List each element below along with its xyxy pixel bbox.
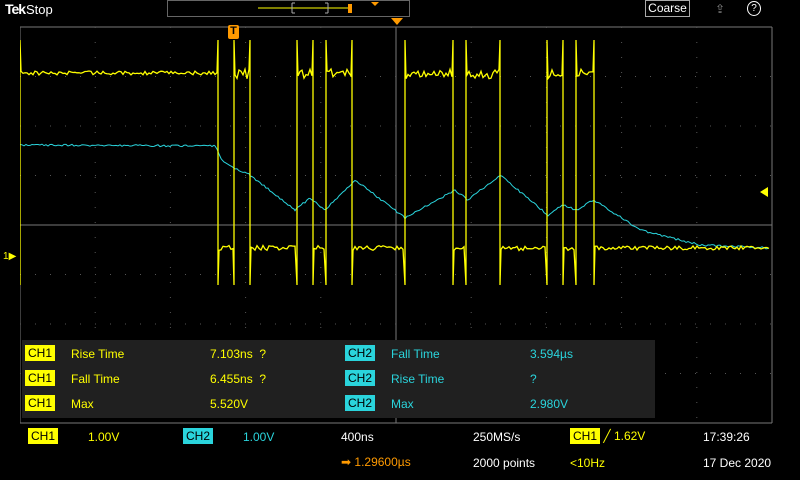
trigger-level: 1.62V <box>614 429 645 443</box>
ch1-marker-label: 1 <box>3 251 9 262</box>
trigger-frequency: <10Hz <box>570 456 605 470</box>
measurement-value: 5.520V <box>210 397 248 411</box>
trigger-settings[interactable]: CH1 ╱ 1.62V <box>570 428 645 444</box>
measurement-row[interactable]: CH1 Rise Time 7.103ns ? CH2 Fall Time 3.594µs <box>22 344 655 364</box>
trigger-level-marker[interactable] <box>760 187 768 197</box>
trigger-position-marker[interactable]: T <box>228 25 239 39</box>
share-icon[interactable]: ⇪ <box>715 2 725 16</box>
ch1-scale[interactable]: 1.00V <box>88 430 119 444</box>
measurement-value: 2.980V <box>530 397 568 411</box>
measurement-channel-badge: CH2 <box>345 345 375 361</box>
rising-edge-icon: ╱ <box>603 429 610 443</box>
measurement-panel: CH1 Rise Time 7.103ns ? CH2 Fall Time 3.594µs… <box>22 340 655 418</box>
timebase[interactable]: 400ns <box>341 430 374 444</box>
help-icon[interactable]: ? <box>747 1 761 16</box>
measurement-value: ? <box>530 372 537 386</box>
measurement-row[interactable]: CH1 Max 5.520V CH2 Max 2.980V <box>22 394 655 414</box>
ch1-ground-marker[interactable]: 1▶ <box>3 251 16 262</box>
overview-graphic <box>168 1 409 16</box>
measurement-value: 3.594µs <box>530 347 573 361</box>
clock-time: 17:39:26 <box>703 430 750 444</box>
trigger-source-badge: CH1 <box>570 428 600 444</box>
horizontal-position[interactable]: ➡ 1.29600µs <box>341 455 411 469</box>
position-arrow-icon: ➡ <box>341 455 351 469</box>
record-length: 2000 points <box>473 456 535 470</box>
measurement-name: Rise Time <box>71 347 124 361</box>
measurement-row[interactable]: CH1 Fall Time 6.455ns ? CH2 Rise Time? <box>22 369 655 389</box>
measurement-name: Fall Time <box>391 347 440 361</box>
measurement-value: 7.103ns ? <box>210 347 266 361</box>
clock-date: 17 Dec 2020 <box>703 456 771 470</box>
acquisition-status[interactable]: Stop <box>26 2 53 17</box>
ch2-scale-badge[interactable]: CH2 <box>183 428 213 444</box>
sample-rate: 250MS/s <box>473 430 520 444</box>
measurement-name: Max <box>391 397 414 411</box>
measurement-channel-badge: CH2 <box>345 395 375 411</box>
coarse-button[interactable]: Coarse <box>645 0 690 17</box>
ch2-trace <box>20 144 768 249</box>
tek-logo: Tek <box>5 1 25 17</box>
expansion-point-marker[interactable] <box>391 18 403 25</box>
measurement-name: Fall Time <box>71 372 120 386</box>
ch2-scale[interactable]: 1.00V <box>243 430 274 444</box>
measurement-channel-badge: CH1 <box>25 345 55 361</box>
measurement-name: Rise Time <box>391 372 444 386</box>
measurement-value: 6.455ns ? <box>210 372 266 386</box>
measurement-channel-badge: CH1 <box>25 395 55 411</box>
ch1-trace <box>20 40 769 285</box>
measurement-channel-badge: CH2 <box>345 370 375 386</box>
record-overview[interactable] <box>167 0 410 17</box>
measurement-channel-badge: CH1 <box>25 370 55 386</box>
ch1-scale-badge[interactable]: CH1 <box>28 428 58 444</box>
position-value: 1.29600µs <box>354 455 410 469</box>
measurement-name: Max <box>71 397 94 411</box>
